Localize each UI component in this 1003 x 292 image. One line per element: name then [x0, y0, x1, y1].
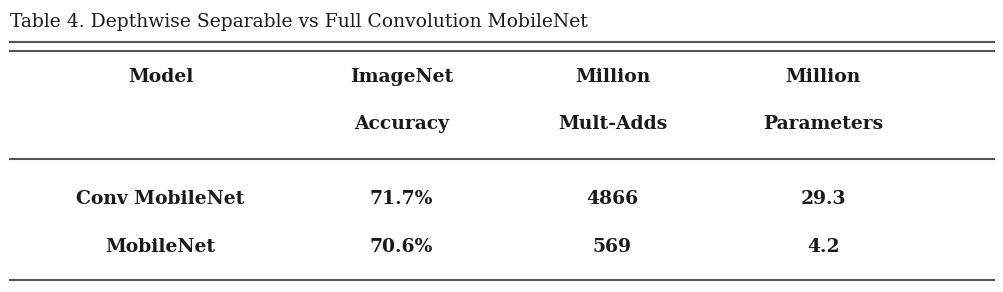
- Text: 569: 569: [593, 238, 631, 256]
- Text: Model: Model: [127, 68, 194, 86]
- Text: 4.2: 4.2: [806, 238, 839, 256]
- Text: 4866: 4866: [586, 190, 638, 208]
- Text: ImageNet: ImageNet: [350, 68, 452, 86]
- Text: 29.3: 29.3: [799, 190, 846, 208]
- Text: Conv MobileNet: Conv MobileNet: [76, 190, 245, 208]
- Text: 71.7%: 71.7%: [369, 190, 433, 208]
- Text: Mult-Adds: Mult-Adds: [558, 115, 666, 133]
- Text: Table 4. Depthwise Separable vs Full Convolution MobileNet: Table 4. Depthwise Separable vs Full Con…: [10, 13, 587, 31]
- Text: MobileNet: MobileNet: [105, 238, 216, 256]
- Text: Parameters: Parameters: [762, 115, 883, 133]
- Text: Accuracy: Accuracy: [354, 115, 448, 133]
- Text: 70.6%: 70.6%: [369, 238, 433, 256]
- Text: Million: Million: [574, 68, 650, 86]
- Text: Million: Million: [784, 68, 861, 86]
